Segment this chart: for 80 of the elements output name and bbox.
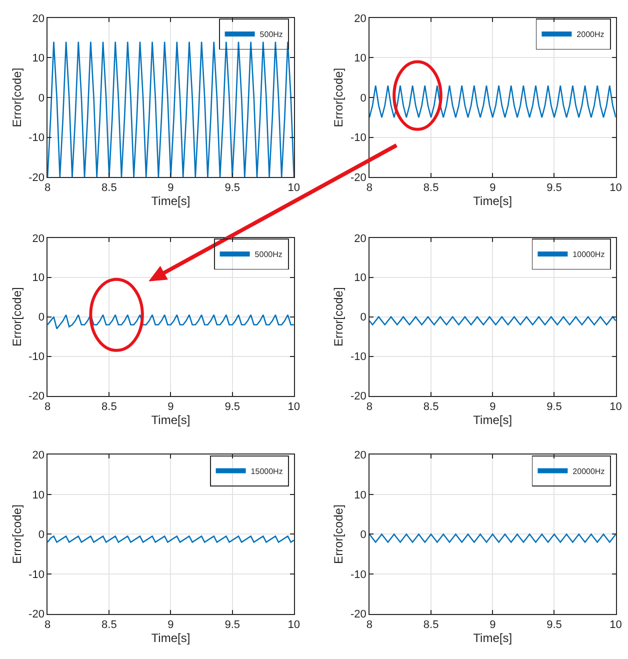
y-tick-label: 0 xyxy=(360,92,366,104)
legend-label: 5000Hz xyxy=(254,250,282,260)
y-axis-title: Error[code] xyxy=(10,287,24,347)
line-series xyxy=(48,41,294,178)
x-axis-title: Time[s] xyxy=(151,630,190,645)
y-tick-label: 10 xyxy=(32,272,44,284)
x-tick-label: 9.5 xyxy=(546,400,562,413)
y-tick-label: -10 xyxy=(28,132,44,144)
x-axis-title: Time[s] xyxy=(473,630,512,645)
y-tick-label: 0 xyxy=(360,529,366,542)
y-tick-label: -20 xyxy=(350,608,366,621)
legend-label: 2000Hz xyxy=(576,30,604,40)
y-tick-label: -20 xyxy=(28,608,44,621)
y-tick-label: -20 xyxy=(350,172,366,184)
x-tick-label: 9.5 xyxy=(224,400,240,413)
y-tick-label: -20 xyxy=(350,390,366,403)
x-tick-label: 8 xyxy=(44,400,51,413)
x-tick-label: 8 xyxy=(366,182,373,194)
x-tick-label: 9 xyxy=(490,400,496,413)
x-tick-label: 10 xyxy=(288,618,300,631)
x-tick-label: 8.5 xyxy=(102,182,117,194)
x-tick-label: 10 xyxy=(610,182,622,194)
y-tick-label: 10 xyxy=(354,272,366,284)
y-axis-title: Error[code] xyxy=(332,68,346,128)
x-tick-label: 8.5 xyxy=(423,618,439,631)
x-axis-title: Time[s] xyxy=(151,412,190,427)
x-tick-label: 8 xyxy=(366,400,373,413)
legend-label: 15000Hz xyxy=(250,466,283,476)
y-tick-label: 20 xyxy=(32,232,44,245)
y-tick-label: -10 xyxy=(28,568,44,581)
legend-label: 20000Hz xyxy=(572,466,605,476)
x-tick-label: 10 xyxy=(610,618,622,631)
x-tick-label: 9 xyxy=(168,618,174,631)
y-tick-label: 10 xyxy=(354,52,366,65)
legend-label: 500Hz xyxy=(260,30,283,40)
x-tick-label: 10 xyxy=(610,400,622,413)
x-tick-label: 9.5 xyxy=(224,618,240,631)
y-tick-label: 0 xyxy=(38,92,44,104)
y-tick-label: -10 xyxy=(28,351,44,364)
y-tick-label: -10 xyxy=(350,568,366,581)
y-tick-label: -10 xyxy=(350,132,366,144)
x-tick-label: 8.5 xyxy=(102,400,117,413)
y-axis-title: Error[code] xyxy=(10,504,24,564)
y-tick-label: 10 xyxy=(354,489,366,502)
y-tick-label: -20 xyxy=(28,172,44,184)
y-tick-label: 0 xyxy=(38,312,44,324)
y-tick-label: 0 xyxy=(360,312,366,324)
x-axis-title: Time[s] xyxy=(473,194,512,208)
y-axis-title: Error[code] xyxy=(332,287,346,347)
y-tick-label: -10 xyxy=(350,351,366,364)
y-tick-label: -20 xyxy=(28,390,44,403)
y-tick-label: 0 xyxy=(38,529,44,542)
x-tick-label: 10 xyxy=(288,182,300,194)
line-series xyxy=(48,314,294,330)
x-tick-label: 8.5 xyxy=(102,618,117,631)
x-tick-label: 9.5 xyxy=(546,618,562,631)
y-tick-label: 20 xyxy=(32,450,44,462)
x-tick-label: 8 xyxy=(366,618,373,631)
legend-label: 10000Hz xyxy=(572,250,605,260)
x-tick-label: 8.5 xyxy=(423,182,439,194)
x-tick-label: 9 xyxy=(490,618,496,631)
y-tick-label: 20 xyxy=(32,12,44,25)
y-tick-label: 10 xyxy=(32,489,44,502)
y-tick-label: 10 xyxy=(32,52,44,65)
x-tick-label: 8 xyxy=(44,618,51,631)
x-tick-label: 9.5 xyxy=(224,182,240,194)
x-tick-label: 9 xyxy=(168,400,174,413)
y-tick-label: 20 xyxy=(354,450,366,462)
y-axis-title: Error[code] xyxy=(10,68,24,128)
x-axis-title: Time[s] xyxy=(151,194,190,208)
x-tick-label: 9 xyxy=(168,182,174,194)
x-tick-label: 8.5 xyxy=(423,400,439,413)
y-axis-title: Error[code] xyxy=(332,504,346,564)
x-tick-label: 10 xyxy=(288,400,300,413)
y-tick-label: 20 xyxy=(354,232,366,245)
x-tick-label: 9 xyxy=(490,182,496,194)
x-tick-label: 9.5 xyxy=(546,182,562,194)
x-tick-label: 8 xyxy=(44,182,51,194)
x-axis-title: Time[s] xyxy=(473,412,512,427)
y-tick-label: 20 xyxy=(354,12,366,25)
